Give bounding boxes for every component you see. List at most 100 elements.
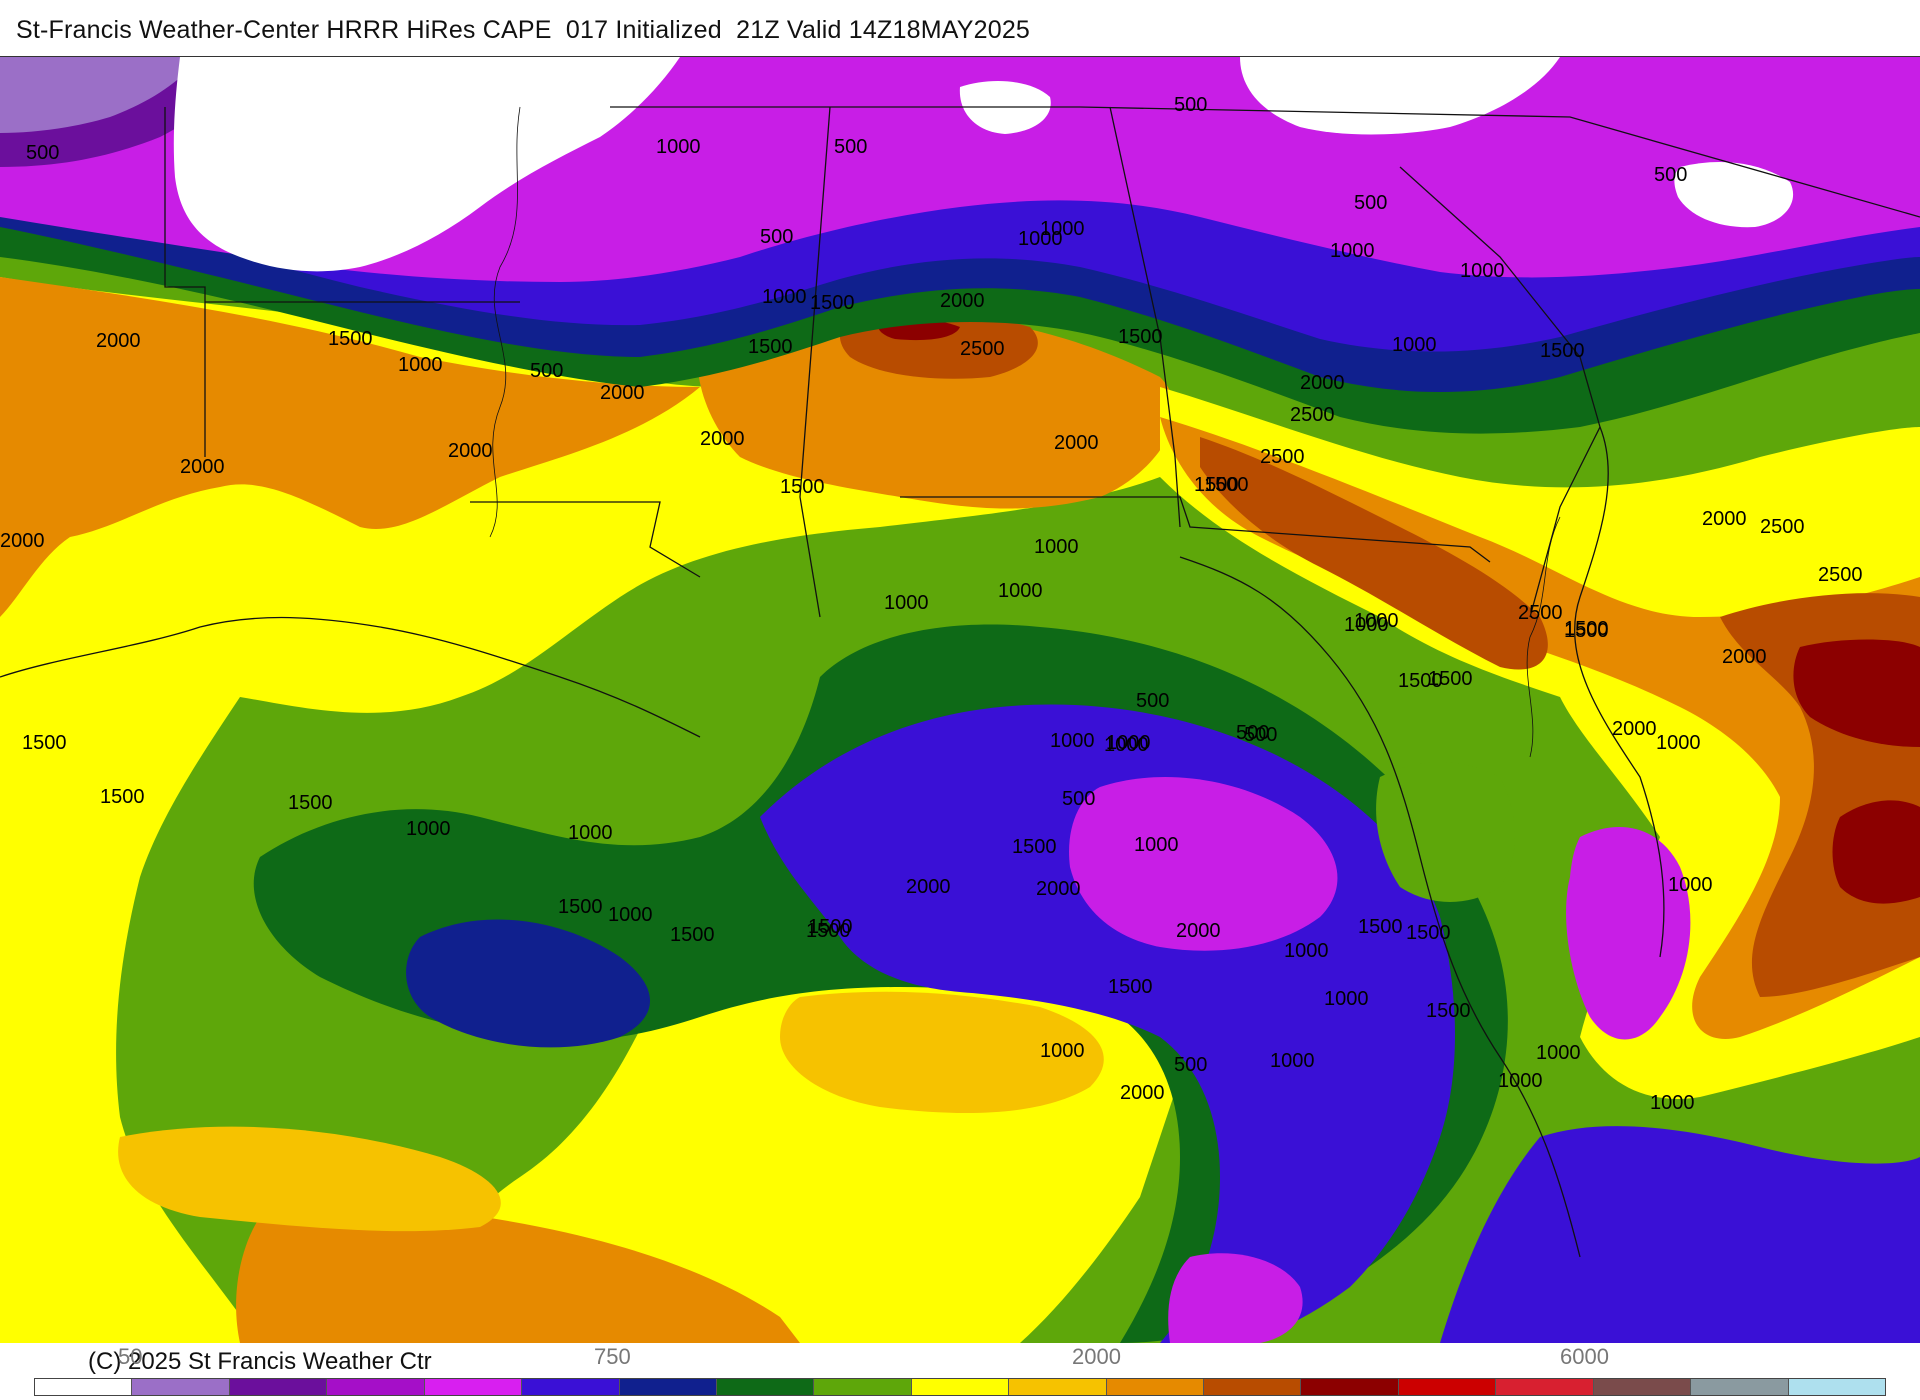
contour-label: 1000	[1270, 1050, 1315, 1072]
colorbar-segment	[35, 1379, 133, 1395]
cape-region-magenta-east	[1566, 827, 1691, 1040]
cape-region-yellow-west	[0, 277, 1160, 1343]
contour-label: 1000	[1134, 834, 1179, 856]
contour-label: 1500	[748, 336, 793, 358]
contour-label: 1500	[1426, 1000, 1471, 1022]
contour-label: 1000	[1656, 732, 1701, 754]
river-east	[1526, 516, 1561, 758]
contour-label: 500	[1244, 724, 1277, 746]
contour-label: 2500	[1290, 404, 1335, 426]
contour-label: 500	[1654, 164, 1687, 186]
color-scale-bar	[34, 1378, 1886, 1396]
colorbar-segment	[1301, 1379, 1399, 1395]
contour-label: 1500	[100, 786, 145, 808]
colorbar-segment	[1106, 1379, 1205, 1395]
boundary-al-fl	[900, 496, 1491, 563]
cape-region-darkred-east	[1793, 639, 1920, 747]
boundary-texas-coast	[0, 616, 701, 738]
contour-label: 1500	[1012, 836, 1057, 858]
contour-label: 500	[26, 142, 59, 164]
cape-region-orange-west	[0, 277, 700, 617]
contour-label: 500	[1174, 1054, 1207, 1076]
map-title: St-Francis Weather-Center HRRR HiRes CAP…	[16, 16, 1031, 44]
contour-labels: 500 1000500500500500100010001000100010001…	[0, 94, 1863, 1114]
contour-label: 1000	[1018, 228, 1063, 250]
contour-label: 1500	[1406, 922, 1451, 944]
contour-label: 1000	[656, 136, 701, 158]
contour-label: 1500	[22, 732, 67, 754]
river-west	[489, 106, 521, 538]
cape-region-navy-central	[406, 919, 650, 1048]
boundary-la-ms	[470, 501, 701, 578]
contour-label: 2500	[960, 338, 1005, 360]
contour-label: 1500	[328, 328, 373, 350]
cape-region-magenta-south	[1168, 1253, 1303, 1343]
cape-region-orange-southwest	[236, 1206, 800, 1343]
contour-label: 1000	[406, 818, 451, 840]
contour-label: 1000	[1040, 1040, 1085, 1062]
colorbar-segment	[911, 1379, 1010, 1395]
contour-label: 1500	[1118, 326, 1163, 348]
contour-label: 1500	[808, 916, 853, 938]
scale-label-2: 750	[594, 1344, 631, 1369]
contour-label: 1000	[998, 580, 1043, 602]
contour-label: 1000	[1498, 1070, 1543, 1092]
contour-label: 1000	[1324, 988, 1369, 1010]
scale-label-3: 2000	[1072, 1344, 1121, 1369]
contour-label: 1500	[288, 792, 333, 814]
contour-label: 2000	[180, 456, 225, 478]
colorbar-segment	[522, 1379, 620, 1395]
cape-region-brown-east	[1200, 437, 1548, 670]
contour-label: 1500	[1540, 340, 1585, 362]
river-lines	[489, 106, 1561, 758]
boundary-ms-al	[1109, 106, 1181, 528]
cape-region-blue-southeast	[1440, 1126, 1920, 1343]
contour-label: 500	[1136, 690, 1169, 712]
contour-label: 2000	[1176, 920, 1221, 942]
contour-label: 1000	[1330, 240, 1375, 262]
contour-label: 2000	[940, 290, 985, 312]
boundary-ga-sc	[1399, 166, 1601, 618]
contour-label: 2000	[700, 428, 745, 450]
contour-label: 1000	[1460, 260, 1505, 282]
contour-label: 2500	[1818, 564, 1863, 586]
contour-label: 500	[1354, 192, 1387, 214]
colorbar-segment	[716, 1379, 815, 1395]
state-boundaries	[0, 106, 1920, 1258]
contour-label: 500	[760, 226, 793, 248]
boundary-atlantic-coast	[1574, 426, 1665, 958]
colorbar-segment	[327, 1379, 425, 1395]
cape-region-green-east	[1376, 762, 1515, 902]
contour-label: 2000	[1036, 878, 1081, 900]
contour-label: 1000	[762, 286, 807, 308]
cape-region-lavender-north	[0, 57, 200, 133]
contour-label: 2000	[906, 876, 951, 898]
colorbar-segment	[132, 1379, 230, 1395]
contour-label: 2000	[1054, 432, 1099, 454]
contour-label: 1500	[1204, 474, 1249, 496]
contour-label: 500	[1062, 788, 1095, 810]
boundary-fl-coast	[1179, 556, 1581, 1258]
colorbar-segment	[814, 1379, 912, 1395]
contour-label: 2000	[1702, 508, 1747, 530]
contour-label: 1500	[1428, 668, 1473, 690]
colorbar-segment	[424, 1379, 523, 1395]
contour-label: 1500	[810, 292, 855, 314]
colorbar-segment	[1593, 1379, 1692, 1395]
cape-region-white-north	[173, 57, 681, 272]
contour-label: 1000	[1668, 874, 1713, 896]
contour-label: 2000	[1300, 372, 1345, 394]
contour-label: 2000	[1120, 1082, 1165, 1104]
contour-label: 2000	[448, 440, 493, 462]
cape-map: 500 1000 500 500 500 500 1000 1000 1000 1000 1000 1…	[0, 56, 1920, 1343]
boundary-ark-la	[799, 106, 831, 618]
contour-label: 2000	[1612, 718, 1657, 740]
contour-label: 1000	[1040, 218, 1085, 240]
contour-label: 1500	[1358, 916, 1403, 938]
contour-label: 1500	[558, 896, 603, 918]
scale-label-1: 50	[118, 1344, 143, 1369]
contour-label: 2000	[0, 530, 45, 552]
colorbar-segment	[1398, 1379, 1497, 1395]
contour-label: 1500	[1564, 618, 1609, 640]
scale-label-4: 6000	[1560, 1344, 1609, 1369]
